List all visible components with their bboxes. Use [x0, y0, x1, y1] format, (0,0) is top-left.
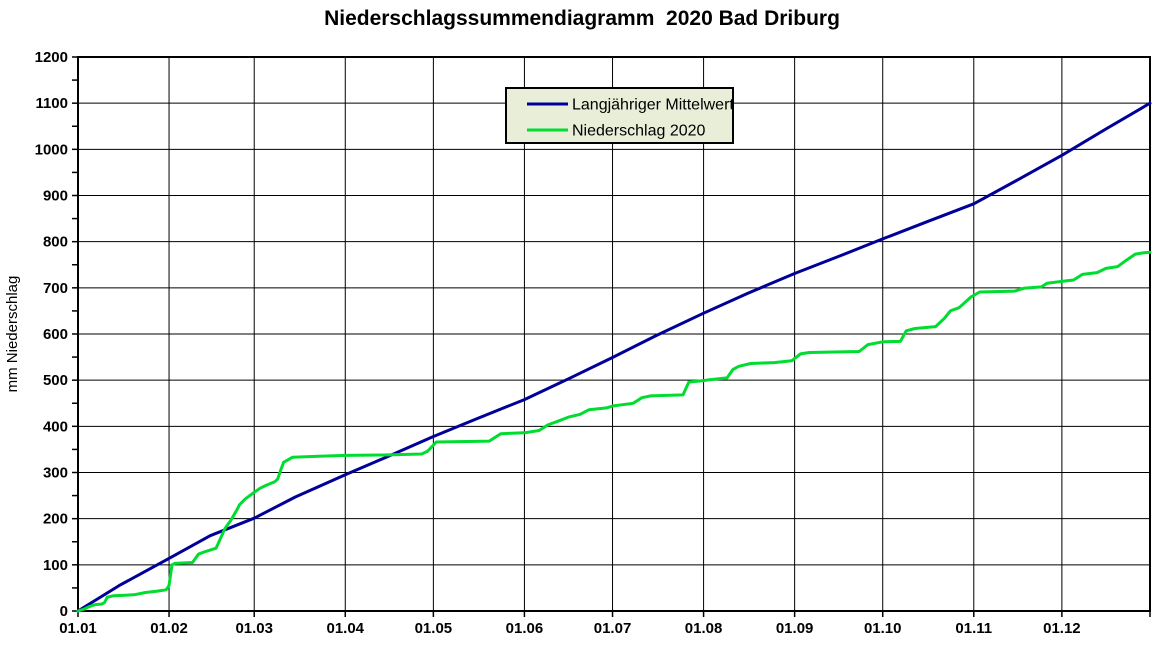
series-line-niederschlag-2020 — [76, 250, 1152, 613]
x-tick-label: 01.04 — [326, 620, 364, 637]
x-tick-label: 01.02 — [150, 620, 188, 637]
y-tick-label: 300 — [43, 465, 68, 482]
x-tick-label: 01.08 — [685, 620, 723, 637]
x-tick-label: 01.09 — [776, 620, 814, 637]
plot-border — [77, 56, 1151, 612]
y-tick-label: 0 — [60, 603, 68, 620]
x-tick-label: 01.11 — [955, 620, 992, 637]
y-tick-label: 400 — [43, 418, 68, 435]
x-tick-label: 01.03 — [235, 620, 273, 637]
legend-label: Langjähriger Mittelwert — [572, 97, 734, 114]
x-tick-label: 01.07 — [594, 620, 632, 637]
y-tick-label: 1100 — [35, 95, 68, 112]
x-tick-label: 01.05 — [415, 620, 453, 637]
chart-title: Niederschlagssummendiagramm 2020 Bad Dri… — [324, 7, 840, 30]
x-tick-label: 01.12 — [1043, 620, 1081, 637]
x-tick-label: 01.01 — [59, 620, 97, 637]
y-tick-label: 700 — [43, 280, 68, 297]
x-tick-label: 01.10 — [864, 620, 902, 637]
legend-label: Niederschlag 2020 — [572, 123, 706, 140]
y-tick-label: 200 — [43, 511, 68, 528]
y-tick-label: 100 — [43, 557, 68, 574]
y-tick-label: 900 — [43, 188, 68, 205]
y-tick-label: 500 — [43, 372, 68, 389]
legend-box — [505, 87, 734, 144]
y-tick-label: 1000 — [35, 141, 68, 158]
x-tick-label: 01.06 — [506, 620, 544, 637]
series-line-langjaehriger-mittelwert — [76, 101, 1152, 613]
y-axis-title: mm Niederschlag — [4, 276, 21, 393]
y-tick-label: 600 — [43, 326, 68, 343]
y-tick-label: 800 — [43, 234, 68, 251]
y-tick-label: 1200 — [35, 49, 68, 66]
